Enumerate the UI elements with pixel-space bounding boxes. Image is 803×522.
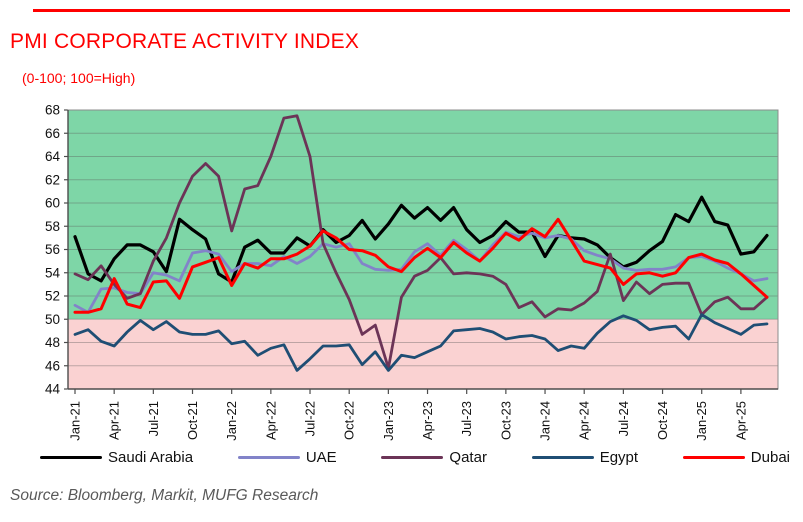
series-line-egypt (73, 313, 769, 372)
legend-label-uae: UAE (305, 449, 337, 466)
x-axis-label-Oct-21: Oct-21 (185, 401, 200, 440)
y-axis-label-54: 54 (45, 265, 61, 280)
legend-swatch-saudi-arabia (40, 456, 102, 459)
series-line-uae (73, 230, 769, 314)
x-axis-label-Oct-22: Oct-22 (342, 401, 357, 440)
y-axis-label-64: 64 (45, 149, 61, 164)
pmi-line-chart: 44 46 48 50 52 54 56 58 60 62 64 66 68 Jan-21 Apr-21 Ju… (0, 95, 803, 447)
x-axis-label-Jul-21: Jul-21 (146, 401, 161, 436)
legend-swatch-egypt (531, 456, 594, 459)
page-title: PMI CORPORATE ACTIVITY INDEX (10, 30, 360, 53)
y-axis-label-68: 68 (45, 103, 60, 118)
legend-label-egypt: Egypt (599, 449, 639, 466)
y-axis-label-50: 50 (45, 312, 60, 327)
series-line-dubai (73, 217, 769, 314)
y-axis-label-46: 46 (45, 358, 60, 373)
x-axis-label-Apr-25: Apr-25 (733, 401, 748, 440)
y-axis-label-44: 44 (45, 382, 61, 397)
legend-item-saudi-arabia[interactable]: Saudi Arabia (40, 449, 193, 466)
x-axis-label-Apr-21: Apr-21 (107, 401, 122, 440)
chart-canvas: 44 46 48 50 52 54 56 58 60 62 64 66 68 Jan-21 Apr-21 Ju… (45, 103, 779, 441)
y-axis-label-58: 58 (45, 219, 60, 234)
x-axis-label-Apr-22: Apr-22 (263, 401, 278, 440)
x-axis-label-Jan-22: Jan-22 (224, 401, 239, 441)
x-axis-label-Jul-23: Jul-23 (459, 401, 474, 436)
legend-item-egypt[interactable]: Egypt (531, 449, 639, 466)
x-axis-label-Jul-24: Jul-24 (616, 401, 631, 436)
legend-swatch-qatar (381, 456, 444, 459)
x-axis-label-Jan-21: Jan-21 (68, 401, 83, 441)
y-axis-label-56: 56 (45, 242, 60, 257)
series-line-saudi-arabia (73, 195, 769, 284)
chart-legend: Saudi Arabia UAE Qatar Egypt Dubai (40, 449, 790, 466)
x-axis-label-Jan-25: Jan-25 (694, 401, 709, 441)
x-axis-label-Oct-24: Oct-24 (655, 401, 670, 440)
legend-label-qatar: Qatar (449, 449, 487, 466)
legend-swatch-uae (237, 456, 300, 459)
series-line-qatar (73, 114, 769, 370)
y-axis-label-60: 60 (45, 196, 60, 211)
legend-label-dubai: Dubai (750, 449, 790, 466)
y-axis-label-48: 48 (45, 335, 60, 350)
source-note: Source: Bloomberg, Markit, MUFG Research (10, 487, 319, 504)
x-axis-label-Jul-22: Jul-22 (303, 401, 318, 436)
y-axis-label-62: 62 (45, 172, 60, 187)
header-accent-rule (33, 9, 790, 12)
legend-item-dubai[interactable]: Dubai (682, 449, 790, 466)
x-axis-label-Oct-23: Oct-23 (498, 401, 513, 440)
x-axis-label-Jan-24: Jan-24 (538, 401, 553, 441)
legend-label-saudi-arabia: Saudi Arabia (108, 449, 194, 466)
chart-subtitle: (0-100; 100=High) (22, 70, 136, 86)
y-axis-label-52: 52 (45, 289, 60, 304)
x-axis-label-Apr-24: Apr-24 (577, 401, 592, 440)
x-axis-label-Apr-23: Apr-23 (420, 401, 435, 440)
legend-item-qatar[interactable]: Qatar (381, 449, 487, 466)
y-axis-label-66: 66 (45, 126, 60, 141)
legend-item-uae[interactable]: UAE (237, 449, 337, 466)
legend-swatch-dubai (682, 456, 745, 459)
x-axis-label-Jan-23: Jan-23 (381, 401, 396, 441)
